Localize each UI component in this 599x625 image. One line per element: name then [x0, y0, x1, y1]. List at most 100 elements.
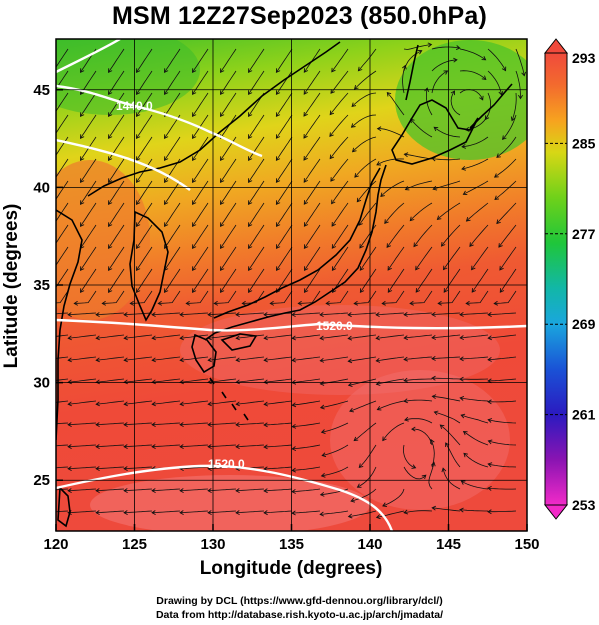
streamline [56, 378, 69, 381]
streamline-arrow [461, 165, 466, 171]
streamline-arrow [291, 467, 297, 473]
streamline-arrow [496, 219, 501, 225]
streamline-arrow [276, 288, 281, 294]
streamline-arrow [411, 426, 416, 432]
streamline [382, 422, 405, 441]
streamline [180, 444, 209, 448]
streamline [236, 444, 265, 448]
streamline [136, 114, 153, 139]
streamline-arrow [248, 288, 253, 294]
streamline [192, 158, 209, 183]
streamline [515, 70, 521, 99]
streamline-arrow [460, 413, 466, 419]
streamline [462, 136, 489, 148]
streamline [488, 356, 517, 361]
chart-title: MSM 12Z27Sep2023 (850.0hPa) [111, 2, 488, 30]
streamline [303, 114, 321, 139]
streamline [80, 92, 97, 117]
streamline [320, 334, 349, 339]
streamline-arrow [136, 266, 141, 272]
streamline-arrow [319, 312, 324, 318]
streamline [108, 92, 125, 117]
streamline-arrow [108, 266, 113, 272]
streamline-arrow [487, 399, 492, 405]
streamline [404, 378, 432, 381]
streamline [56, 334, 69, 337]
streamline-arrow [248, 156, 253, 162]
streamline-arrow [123, 510, 128, 515]
streamline-arrow [220, 112, 225, 118]
streamline [96, 510, 125, 514]
streamline [220, 48, 237, 73]
contour-north-arc [56, 39, 121, 74]
streamline [292, 510, 321, 514]
streamline-arrow [248, 266, 253, 272]
streamline-arrow [459, 356, 464, 362]
streamline [320, 312, 349, 316]
streamline-arrow [357, 66, 363, 72]
streamline [411, 428, 433, 446]
streamline-arrow [487, 335, 492, 341]
streamline-arrow [499, 265, 504, 271]
streamline [292, 466, 321, 471]
streamline-arrow [164, 68, 169, 74]
lat-tick-label: 45 [33, 82, 50, 99]
streamline [124, 510, 153, 514]
streamline-arrow [381, 300, 386, 306]
streamline [329, 114, 349, 137]
streamline-arrow [403, 398, 408, 404]
streamline [276, 136, 293, 161]
streamline-arrow [403, 509, 409, 515]
streamline [220, 92, 237, 117]
streamline-arrow [455, 45, 461, 51]
streamline-arrow [353, 84, 359, 90]
streamline [264, 466, 293, 470]
streamline [158, 290, 181, 304]
streamline-arrow [235, 357, 240, 363]
streamline [124, 400, 153, 405]
streamline-arrow [275, 178, 281, 184]
streamline [403, 466, 427, 480]
streamline [108, 268, 125, 293]
streamline [292, 422, 321, 428]
streamline-arrow [123, 401, 128, 407]
streamline [56, 510, 69, 513]
streamline-arrow [303, 178, 308, 183]
colorbar-tick-label: 285 [572, 135, 596, 151]
streamline-arrow [461, 143, 466, 149]
streamline-arrow [207, 444, 212, 449]
streamline-arrow [291, 402, 297, 408]
streamline [74, 290, 97, 304]
streamline [303, 136, 321, 161]
streamline [304, 202, 321, 227]
streamline-arrow [192, 266, 197, 272]
streamline [498, 224, 517, 248]
streamline-arrow [387, 265, 392, 271]
streamline-arrow [80, 156, 85, 162]
streamline-arrow [436, 215, 442, 220]
streamline-arrow [375, 357, 381, 363]
streamline-arrow [40, 511, 44, 515]
streamline [376, 356, 405, 362]
streamline-arrow [263, 510, 268, 516]
streamline [248, 158, 265, 183]
streamline-arrow [136, 134, 141, 140]
streamline [511, 92, 517, 121]
streamline [180, 422, 209, 426]
streamline [292, 488, 321, 493]
streamline-arrow [460, 480, 466, 485]
streamline [264, 378, 293, 383]
streamline [494, 158, 517, 178]
lon-tick-label: 145 [436, 536, 461, 553]
streamline [348, 378, 377, 386]
streamline-arrow [151, 401, 156, 407]
streamline-arrow [95, 401, 100, 407]
streamline-arrow [498, 243, 503, 248]
streamline [404, 356, 433, 360]
streamline [410, 290, 433, 304]
streamline-arrow [95, 422, 100, 427]
map-gridlines [56, 39, 527, 531]
y-axis-label: Latitude (degrees) [1, 203, 22, 369]
streamline [515, 48, 525, 76]
streamline-arrow [387, 288, 393, 293]
